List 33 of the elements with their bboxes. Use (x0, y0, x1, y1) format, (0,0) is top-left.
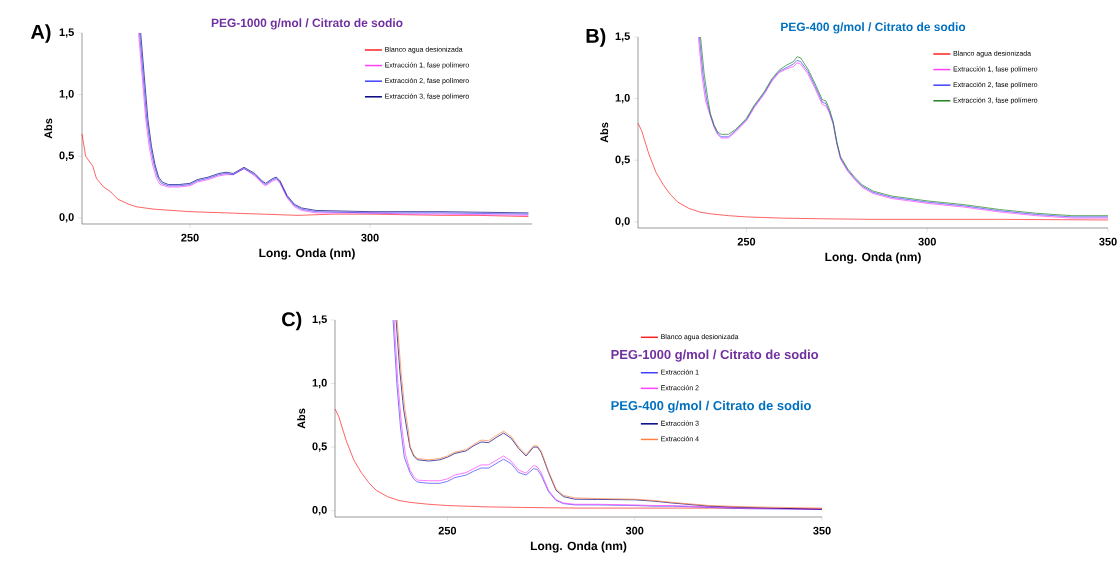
y-tick-label: 1,5 (615, 32, 630, 42)
y-tick-label: 0,5 (615, 155, 630, 165)
y-tick-label: 0,0 (615, 217, 630, 227)
y-tick-label: 1,5 (59, 28, 74, 38)
y-axis-title: Abs (44, 118, 53, 139)
text: C) (282, 311, 302, 331)
y-tick-label: 0,0 (59, 213, 74, 223)
y-tick-label: 1,0 (312, 378, 327, 389)
text: A) (30, 24, 51, 43)
x-tick-label: 250 (737, 237, 756, 246)
y-tick-label: 1,0 (615, 93, 630, 104)
x-tick-label: 300 (918, 237, 936, 246)
y-axis-title: Abs (600, 122, 609, 143)
y-tick-label: 0,5 (59, 151, 74, 161)
x-axis-title: Long. Onda (nm) (259, 248, 355, 260)
x-axis-title: Long. Onda (nm) (825, 252, 921, 264)
y-tick-label: 0,5 (312, 442, 327, 452)
y-tick-label: 0,0 (312, 505, 327, 516)
y-axis-title: Abs (297, 408, 306, 429)
y-tick-label: 1,5 (312, 315, 327, 325)
x-axis-title: Long. Onda (nm) (530, 541, 627, 553)
x-tick-label: 350 (813, 526, 831, 535)
x-tick-label: 300 (625, 526, 644, 535)
y-tick-label: 1,0 (59, 89, 74, 100)
annotation: PEG-400 g/mol / Citrato de sodio (611, 400, 811, 413)
text: B) (586, 28, 606, 47)
x-tick-label: 300 (361, 233, 379, 242)
x-tick-label: 350 (1099, 237, 1117, 246)
chart-title: PEG-400 g/mol / Citrato de sodio (781, 22, 966, 34)
x-tick-label: 250 (181, 233, 199, 242)
x-tick-label: 250 (438, 526, 457, 535)
annotation: PEG-1000 g/mol / Citrato de sodio (611, 349, 819, 362)
chart-title: PEG-1000 g/mol / Citrato de sodio (211, 18, 403, 30)
